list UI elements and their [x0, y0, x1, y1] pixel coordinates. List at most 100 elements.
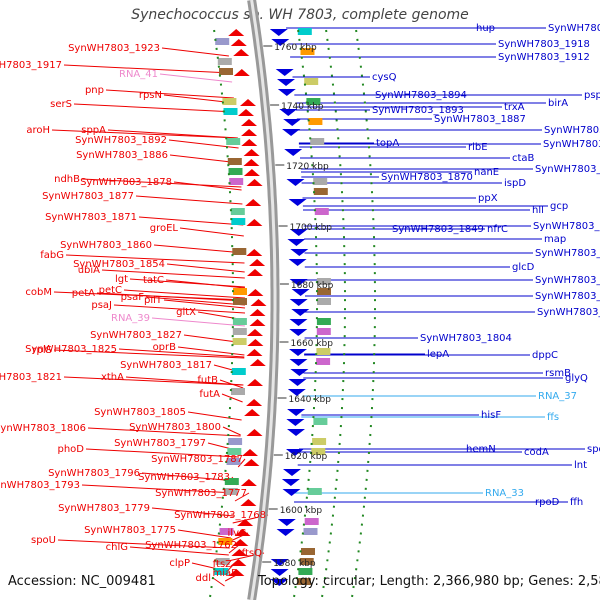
gene-label[interactable]: psaF — [121, 292, 145, 303]
gene-label[interactable]: SynWH7803_1810 — [535, 291, 600, 302]
gene-label[interactable]: SynWH7803_1929 — [548, 23, 600, 34]
gene-label[interactable]: RNA_37 — [538, 391, 577, 402]
gene-label[interactable]: pnp — [85, 85, 104, 96]
gene-label[interactable]: SynWH7803_1783 — [138, 472, 230, 483]
gene-label[interactable]: gltX — [176, 307, 196, 318]
gene-label[interactable]: rplS — [32, 345, 52, 356]
gene-label[interactable]: SynWH7803_1875 — [543, 139, 600, 150]
gene-label[interactable]: SynWH7803_1917 — [0, 60, 62, 71]
gene-label[interactable]: ppX — [478, 193, 498, 204]
gene-label[interactable]: oprB — [153, 342, 177, 353]
gene-label[interactable]: ispD — [504, 178, 526, 189]
gene-label[interactable]: serS — [50, 99, 72, 110]
gene-label[interactable]: fabG — [40, 250, 64, 261]
gene-label[interactable]: SynWH7803_1805 — [94, 407, 186, 418]
gene-label[interactable]: SynWH7803_1775 — [84, 525, 176, 536]
gene-label[interactable]: SynWH7803_1768 — [174, 510, 266, 521]
gene-label[interactable]: hup — [476, 23, 495, 34]
gene-label[interactable]: SynWH7803_1817 — [120, 360, 212, 371]
gene-label[interactable]: rsmB — [545, 368, 571, 379]
gene-label[interactable]: ffs — [547, 412, 559, 423]
gene-label[interactable]: SynWH7803_1804 — [420, 333, 512, 344]
gene-label[interactable]: SynWH7803_1839 — [533, 221, 600, 232]
gene-label[interactable]: ilvC — [228, 528, 246, 539]
gene-label[interactable]: lepA — [427, 349, 449, 360]
gene-label[interactable]: SynWH7803_1849 — [392, 224, 484, 235]
gene-label[interactable]: SynWH7803_1779 — [58, 503, 150, 514]
gene-label[interactable]: cobM — [25, 287, 52, 298]
gene-label[interactable]: SynWH7803_1864 — [535, 164, 600, 175]
gene-label[interactable]: clpP — [169, 558, 190, 569]
gene-label[interactable]: SynWH7803_1887 — [434, 114, 526, 125]
gene-label[interactable]: spoU — [31, 535, 56, 546]
gene-label[interactable]: groEL — [150, 223, 179, 234]
gene-label[interactable]: lnt — [574, 460, 587, 471]
gene-label[interactable]: glcD — [512, 262, 535, 273]
gene-label[interactable]: hemN — [466, 444, 496, 455]
gene-label[interactable]: ribE — [468, 142, 488, 153]
gene-label[interactable]: ubiA — [78, 265, 100, 276]
gene-label[interactable]: ffh — [570, 497, 583, 508]
gene-label[interactable]: SynWH7803_1923 — [68, 43, 160, 54]
gene-label[interactable]: SynWH7803_1894 — [375, 90, 467, 101]
gene-label[interactable]: trxA — [504, 102, 525, 113]
gene-label[interactable]: SynWH7803_1826 — [535, 248, 600, 259]
gene-label[interactable]: SynWH7803_1918 — [498, 39, 590, 50]
gene-label[interactable]: psaJ — [91, 300, 112, 311]
gene-label[interactable]: RNA_33 — [485, 488, 524, 499]
gene-label[interactable]: spoU — [587, 444, 600, 455]
gene-label[interactable]: petC — [99, 285, 122, 296]
gene-label[interactable]: codA — [524, 447, 549, 458]
gene-label[interactable]: rpsN — [139, 90, 162, 101]
gene-label[interactable]: birA — [548, 98, 568, 109]
gene-label[interactable]: SynWH7803_1806 — [0, 423, 86, 434]
gene-label[interactable]: rpoD — [535, 497, 560, 508]
gene-label[interactable]: futB — [197, 375, 218, 386]
gene-label[interactable]: SynWH7803_1892 — [75, 135, 167, 146]
gene-label[interactable]: ndhB — [54, 174, 80, 185]
gene-label[interactable]: tatC — [143, 275, 164, 286]
gene-label[interactable]: pilT — [144, 295, 163, 306]
gene-label[interactable]: hisF — [481, 410, 501, 421]
gene-label[interactable]: RNA_41 — [119, 69, 158, 80]
gene-label[interactable]: SynWH7803_1893 — [372, 105, 464, 116]
gene-label[interactable]: ftsQ — [242, 548, 262, 559]
gene-label[interactable]: dppC — [532, 350, 558, 361]
gene-label[interactable]: SynWH7803_1870 — [381, 172, 473, 183]
gene-label[interactable]: map — [544, 234, 566, 245]
gene-label[interactable]: SynWH7803_1871 — [45, 212, 137, 223]
gene-label[interactable]: ddl — [196, 573, 211, 584]
gene-label[interactable]: phoD — [57, 444, 84, 455]
gene-label[interactable]: SynWH7803_1912 — [498, 52, 590, 63]
gene-label[interactable]: miaB — [212, 568, 238, 579]
gene-label[interactable]: aroH — [26, 125, 50, 136]
gene-label[interactable]: xthA — [101, 372, 124, 383]
gene-label[interactable]: SynWH7803_1787 — [151, 454, 243, 465]
gene-label[interactable]: topA — [376, 138, 399, 149]
gene-label[interactable]: lgt — [115, 274, 128, 285]
gene-label[interactable]: nfrC — [487, 224, 508, 235]
gene-label[interactable]: petA — [72, 288, 95, 299]
gene-label[interactable]: SynWH7803_1878 — [80, 177, 172, 188]
gene-label[interactable]: SynWH7803_1860 — [60, 240, 152, 251]
gene-label[interactable]: chlG — [106, 542, 128, 553]
gene-label[interactable]: SynWH7803_1821 — [0, 372, 62, 383]
gene-label[interactable]: SynWH7803_1762 — [145, 540, 237, 551]
gene-label[interactable]: SynWH7803_1793 — [0, 480, 80, 491]
gene-label[interactable]: glyQ — [565, 373, 588, 384]
gene-label[interactable]: SynWH7803_1877 — [42, 191, 134, 202]
gene-label[interactable]: SynWH7803_1827 — [90, 330, 182, 341]
gene-label[interactable]: gcp — [550, 201, 568, 212]
gene-label[interactable]: SynWH7803_1886 — [76, 150, 168, 161]
gene-label[interactable]: SynWH7803_1796 — [48, 468, 140, 479]
gene-label[interactable]: ctaB — [512, 153, 535, 164]
gene-label[interactable]: ftsZ — [213, 559, 232, 570]
gene-label[interactable]: futA — [199, 389, 220, 400]
gene-label[interactable]: sppA — [81, 125, 106, 136]
gene-label[interactable]: cysQ — [372, 72, 397, 83]
gene-label[interactable]: RNA_39 — [111, 313, 150, 324]
gene-label[interactable]: SynWH7803_1777 — [155, 488, 247, 499]
gene-label[interactable]: SynWH7803_1803 — [537, 307, 600, 318]
gene-label[interactable]: nanE — [474, 167, 499, 178]
